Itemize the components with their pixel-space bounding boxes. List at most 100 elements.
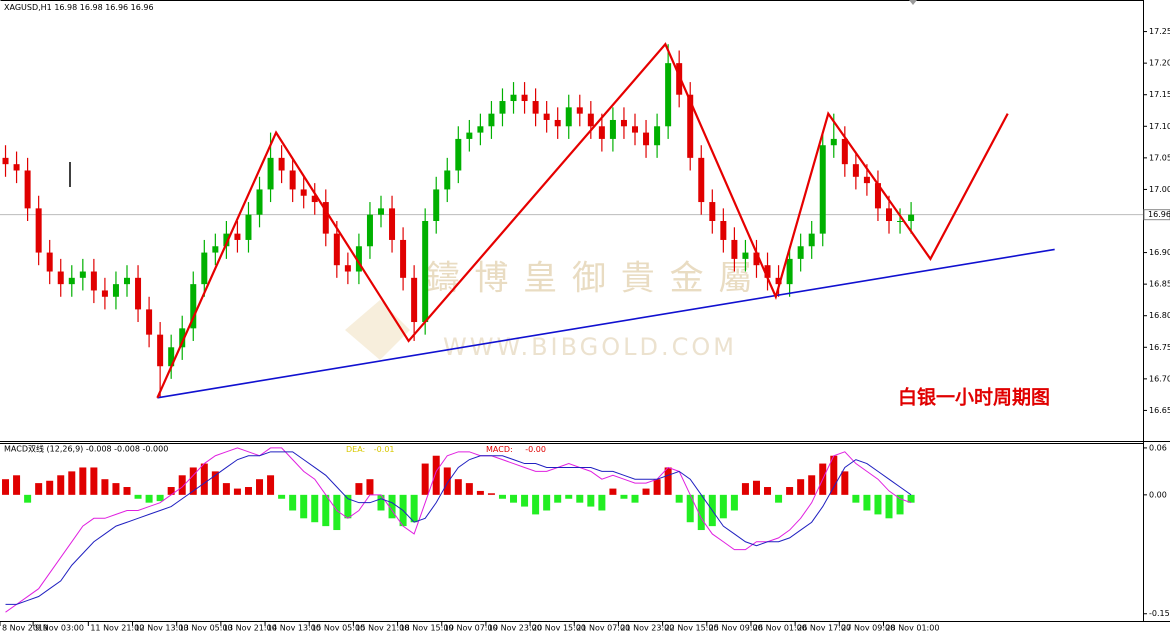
histogram-bar: [775, 494, 783, 503]
x-tick-label: 27 Nov 09:00: [841, 624, 895, 633]
y-tick-label: 17.00: [1149, 185, 1170, 194]
histogram-bar: [576, 494, 584, 503]
candle-body: [863, 176, 870, 184]
histogram-bar: [609, 488, 617, 495]
candle-body: [223, 233, 230, 247]
y-tick-label: 16.65: [1149, 406, 1170, 415]
candle-body: [709, 202, 716, 221]
candle-body: [841, 138, 848, 165]
candle-body: [35, 208, 42, 253]
candle-body: [79, 271, 86, 278]
macd-line: [5, 447, 912, 613]
x-tick-label: 14 Nov 13:00: [267, 624, 321, 633]
candle-body: [797, 246, 804, 259]
histogram-bar: [410, 494, 418, 523]
x-tick-label: 21 Nov 23:00: [620, 624, 674, 633]
histogram-bar: [620, 494, 628, 499]
candle-body: [311, 195, 318, 203]
indicator-title: MACD双线 (12,26,9) -0.008 -0.008 -0.000: [4, 444, 168, 454]
x-tick-label: 9 Nov 03:00: [35, 624, 84, 633]
watermark-logo: [345, 300, 410, 360]
y-tick-label: 17.25: [1149, 27, 1170, 36]
histogram-bar: [355, 483, 363, 495]
candle-body: [742, 252, 749, 259]
candle-body: [90, 271, 97, 291]
histogram-bar: [454, 479, 462, 495]
candle-body: [830, 138, 837, 146]
x-tick-label: 8 Nov 2019: [2, 624, 48, 633]
candle-body: [322, 202, 329, 234]
candle-body: [532, 101, 539, 114]
candle-body: [521, 94, 528, 102]
histogram-bar: [587, 494, 595, 507]
histogram-bar: [752, 480, 760, 495]
candle-body: [499, 101, 506, 114]
y-tick-label: 16.90: [1149, 248, 1170, 257]
candle-body: [300, 189, 307, 196]
histogram-bar: [57, 475, 65, 495]
y-tick-label: -0.152: [1149, 609, 1170, 618]
current-price-box: [1143, 209, 1170, 221]
y-tick-label: 17.20: [1149, 59, 1170, 68]
histogram-bar: [642, 488, 650, 495]
candle-body: [455, 138, 462, 171]
histogram-bar: [487, 493, 495, 495]
candle-body: [764, 265, 771, 278]
candle-body: [433, 189, 440, 221]
candle-body: [720, 221, 727, 240]
y-tick-label: 16.80: [1149, 311, 1170, 320]
histogram-bar: [123, 487, 131, 495]
candle-body: [278, 157, 285, 171]
candle-body: [101, 290, 108, 297]
x-tick-label: 13 Nov 21:00: [223, 624, 277, 633]
histogram-bar: [631, 494, 639, 503]
histogram-bar: [200, 463, 208, 495]
x-tick-label: 19 Nov 07:00: [444, 624, 498, 633]
candle-body: [112, 284, 119, 297]
histogram-bar: [697, 494, 705, 531]
histogram-bar: [2, 479, 10, 495]
x-tick-label: 11 Nov 21:00: [90, 624, 144, 633]
candle-body: [135, 277, 142, 310]
candle-body: [289, 170, 296, 190]
histogram-bar: [830, 455, 838, 495]
candle-body: [13, 164, 20, 171]
y-tick-label: 17.05: [1149, 153, 1170, 162]
histogram-bar: [145, 494, 153, 503]
candle-body: [168, 347, 175, 367]
candle-body: [731, 239, 738, 259]
histogram-bar: [134, 494, 142, 499]
x-tick-label: 13 Nov 05:00: [179, 624, 233, 633]
x-tick-label: 20 Nov 15:00: [532, 624, 586, 633]
candle-body: [819, 145, 826, 234]
candle-body: [874, 183, 881, 209]
histogram-bar: [719, 494, 727, 519]
candle-body: [57, 271, 64, 285]
histogram-bar: [730, 494, 738, 511]
histogram-bar: [267, 475, 275, 495]
histogram-bar: [498, 494, 506, 499]
histogram-bar: [79, 467, 87, 495]
candle-body: [344, 265, 351, 272]
candle-body: [543, 113, 550, 120]
histogram-bar: [598, 494, 606, 511]
histogram-bar: [211, 471, 219, 495]
histogram-bar: [156, 494, 164, 502]
histogram-bar: [664, 467, 672, 495]
candle-body: [466, 132, 473, 139]
candle-body: [477, 126, 484, 133]
candle-body: [157, 334, 164, 367]
candle-body: [753, 252, 760, 266]
histogram-bar: [322, 494, 330, 527]
caption: 白银一小时周期图: [898, 386, 1050, 409]
candle-body: [775, 277, 782, 285]
candle-body: [190, 284, 197, 329]
x-tick-label: 19 Nov 23:00: [488, 624, 542, 633]
candle-body: [201, 252, 208, 285]
x-tick-label: 15 Nov 05:00: [311, 624, 365, 633]
y-tick-label: 17.15: [1149, 90, 1170, 99]
histogram-bar: [101, 479, 109, 495]
histogram-bar: [841, 471, 849, 495]
candle-body: [620, 119, 627, 127]
